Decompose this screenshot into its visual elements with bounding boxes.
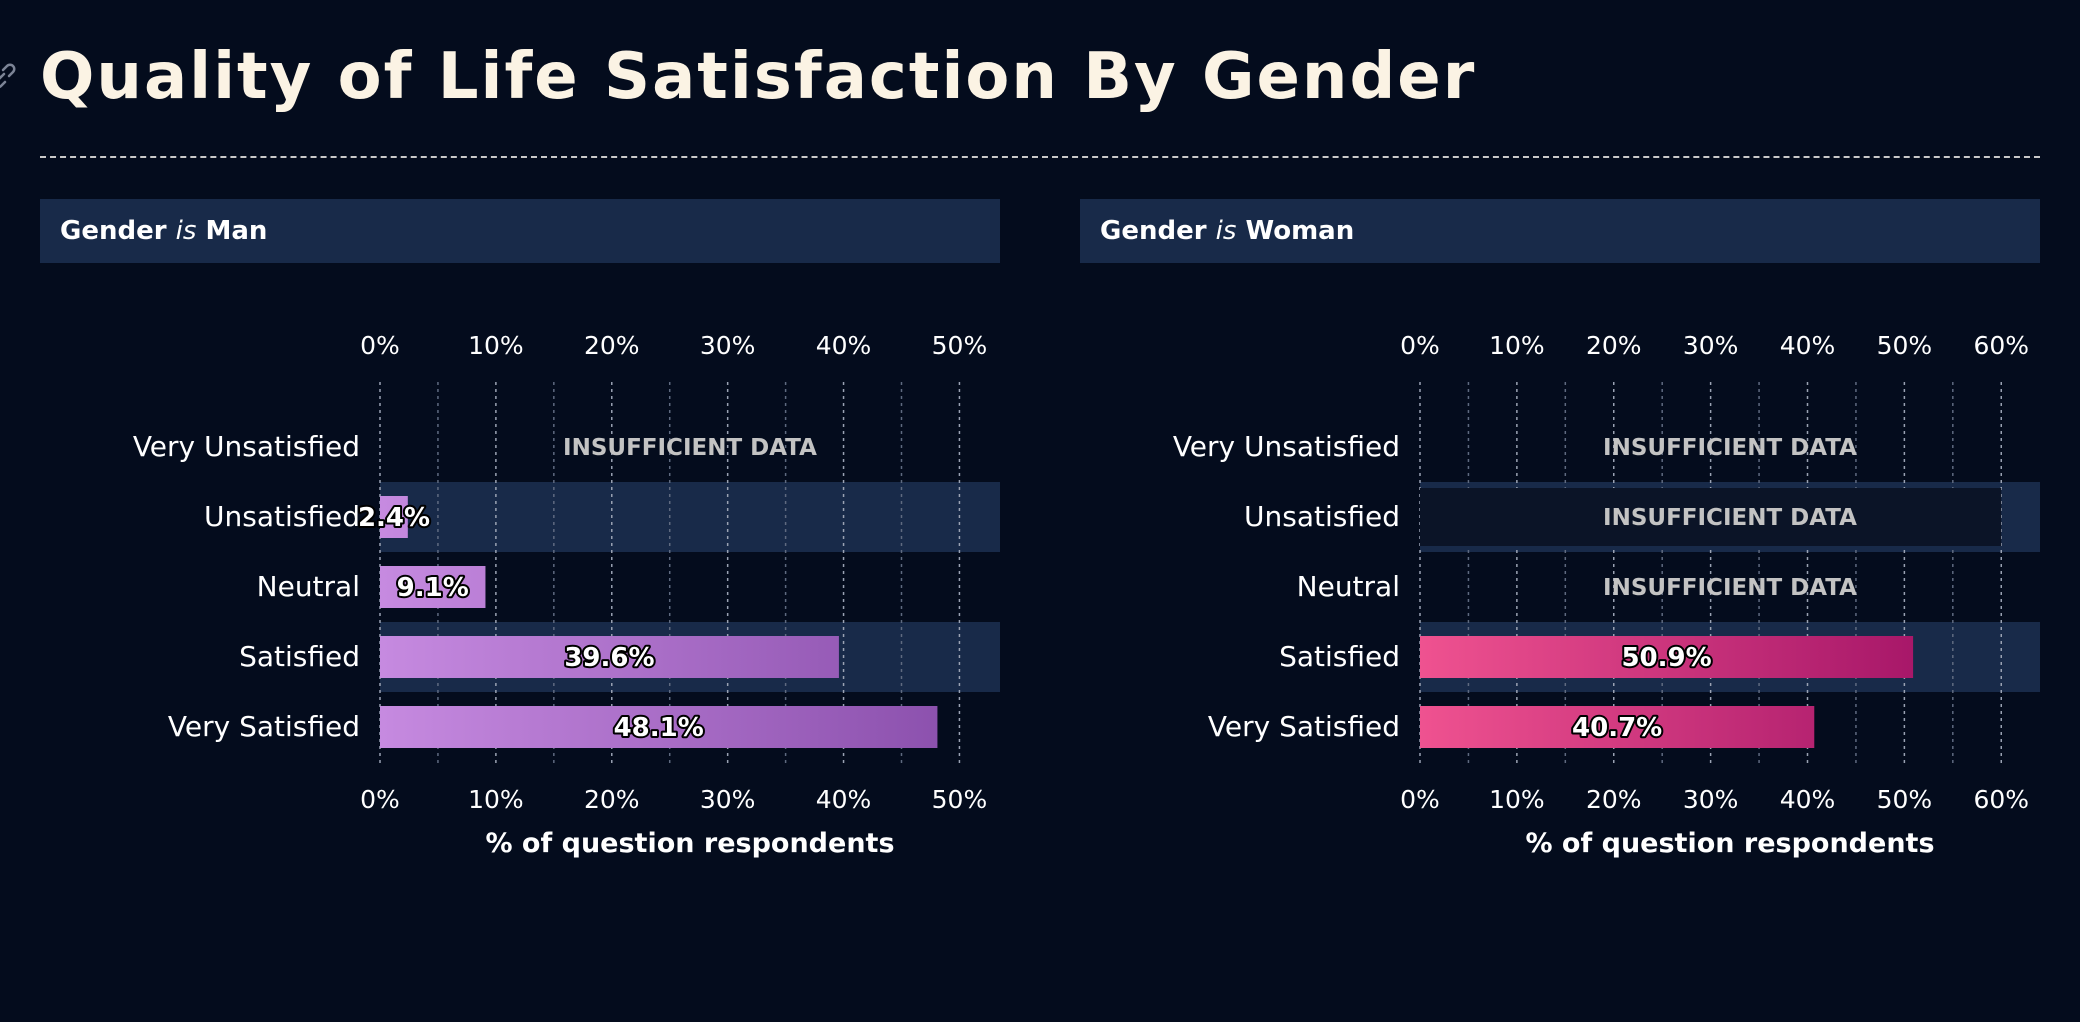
x-tick-label-bottom: 20% (1586, 785, 1642, 814)
x-tick-label-top: 20% (584, 331, 640, 360)
row-band (380, 482, 1000, 552)
facet-panel-man: Gender is Man 0% 0% 10% 10% 20% 20% 30% 30% 40% 4… (40, 199, 1000, 859)
category-label-satisfied: Satisfied (1279, 640, 1400, 673)
x-tick-label-bottom: 40% (1780, 785, 1836, 814)
chart-woman: 0% 0% 10% 10% 20% 20% 30% 30% 40% 40% 50% 50% 60% 60%… (1173, 331, 2040, 859)
data-label-very-satisfied: 48.1% (614, 713, 704, 743)
chart-man: 0% 0% 10% 10% 20% 20% 30% 30% 40% 40% 50% 50% % of q… (133, 331, 1000, 859)
insufficient-data-label: INSUFFICIENT DATA (1603, 575, 1857, 601)
x-tick-label-top: 0% (360, 331, 400, 360)
data-label-satisfied: 50.9% (1621, 643, 1711, 673)
x-tick-label-bottom: 20% (584, 785, 640, 814)
insufficient-data-label: INSUFFICIENT DATA (1603, 505, 1857, 531)
link-icon[interactable] (0, 60, 20, 90)
x-tick-label-top: 10% (468, 331, 524, 360)
category-label-very-satisfied: Very Satisfied (1208, 710, 1400, 743)
category-label-unsatisfied: Unsatisfied (1244, 500, 1400, 533)
facet-field: Gender (60, 216, 167, 246)
bar-very-satisfied (380, 706, 938, 748)
x-tick-label-bottom: 0% (360, 785, 400, 814)
category-label-neutral: Neutral (1297, 570, 1400, 603)
x-tick-label-bottom: 50% (1877, 785, 1933, 814)
category-label-satisfied: Satisfied (239, 640, 360, 673)
bar-satisfied (380, 636, 839, 678)
x-tick-label-top: 0% (1400, 331, 1440, 360)
x-tick-label-top: 20% (1586, 331, 1642, 360)
category-label-very-satisfied: Very Satisfied (168, 710, 360, 743)
x-tick-label-top: 50% (932, 331, 988, 360)
title-divider (40, 156, 2040, 158)
insufficient-data-label: INSUFFICIENT DATA (1603, 435, 1857, 461)
x-tick-label-bottom: 30% (1683, 785, 1739, 814)
data-label-very-satisfied: 40.7% (1572, 713, 1662, 743)
facet-panel-woman: Gender is Woman 0% 0% 10% 10% 20% 20% 30% 30% 40… (1080, 199, 2040, 859)
facet-value: Man (205, 216, 268, 246)
x-tick-label-top: 30% (700, 331, 756, 360)
facet-value: Woman (1245, 216, 1355, 246)
data-label-unsatisfied: 2.4% (358, 503, 430, 533)
facet-connector: is (1215, 216, 1237, 246)
x-tick-label-top: 60% (1973, 331, 2029, 360)
x-tick-label-bottom: 10% (1489, 785, 1545, 814)
category-label-very-unsatisfied: Very Unsatisfied (133, 430, 360, 463)
category-label-unsatisfied: Unsatisfied (204, 500, 360, 533)
category-label-neutral: Neutral (257, 570, 360, 603)
facet-header-man: Gender is Man (40, 199, 1000, 263)
category-label-very-unsatisfied: Very Unsatisfied (1173, 430, 1400, 463)
x-tick-label-top: 30% (1683, 331, 1739, 360)
bar-very-satisfied (1420, 706, 1815, 748)
x-tick-label-bottom: 40% (816, 785, 872, 814)
x-tick-label-top: 40% (816, 331, 872, 360)
facet-label-man: Gender is Man (60, 199, 267, 263)
x-tick-label-bottom: 10% (468, 785, 524, 814)
x-tick-label-bottom: 30% (700, 785, 756, 814)
facet-label-woman: Gender is Woman (1100, 199, 1354, 263)
insufficient-placeholder (1420, 488, 2002, 546)
x-tick-label-bottom: 0% (1400, 785, 1440, 814)
x-tick-label-top: 50% (1877, 331, 1933, 360)
page-title: Quality of Life Satisfaction By Gender (40, 40, 1477, 114)
data-label-neutral: 9.1% (397, 573, 469, 603)
facet-field: Gender (1100, 216, 1207, 246)
facet-connector: is (175, 216, 197, 246)
bar-unsatisfied (380, 496, 408, 538)
x-axis-title: % of question respondents (485, 828, 894, 859)
bar-satisfied (1420, 636, 1914, 678)
data-label-satisfied: 39.6% (564, 643, 654, 673)
facet-header-woman: Gender is Woman (1080, 199, 2040, 263)
bar-neutral (380, 566, 486, 608)
insufficient-data-label: INSUFFICIENT DATA (563, 435, 817, 461)
x-tick-label-top: 10% (1489, 331, 1545, 360)
x-axis-title: % of question respondents (1525, 828, 1934, 859)
x-tick-label-top: 40% (1780, 331, 1836, 360)
x-tick-label-bottom: 50% (932, 785, 988, 814)
x-tick-label-bottom: 60% (1973, 785, 2029, 814)
